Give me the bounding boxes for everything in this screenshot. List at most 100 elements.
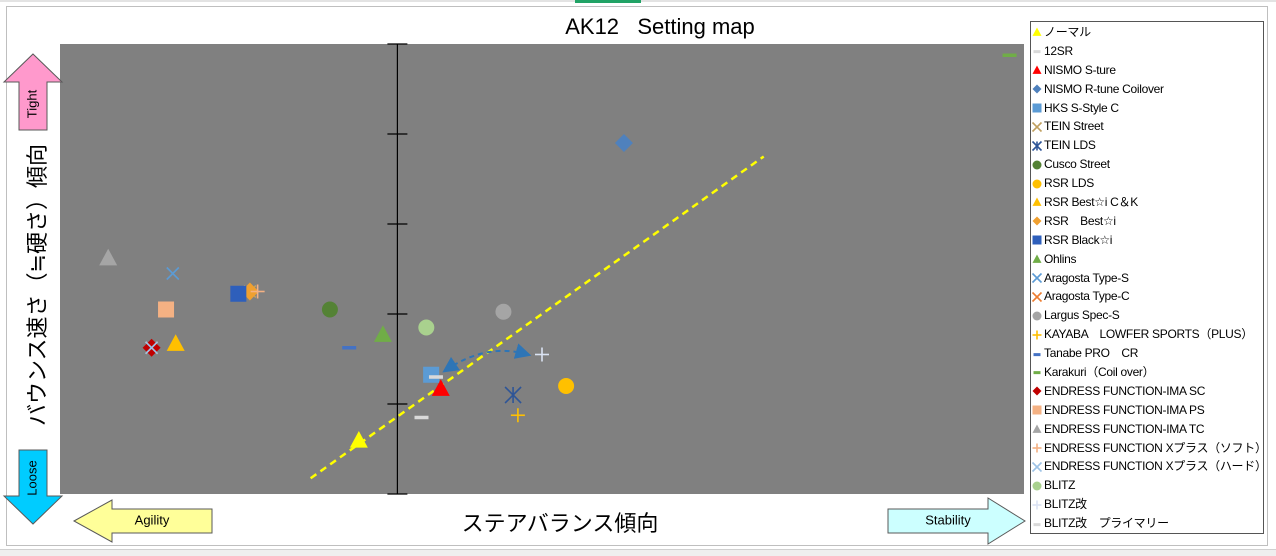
legend-marker [1031, 121, 1043, 132]
legend-marker [1032, 160, 1042, 170]
data-point[interactable] [504, 386, 522, 404]
legend-item[interactable]: ENDRESS FUNCTION-IMA PS [1031, 401, 1263, 420]
data-point[interactable] [166, 334, 185, 351]
legend-item[interactable]: BLITZ改 [1031, 495, 1263, 514]
data-point[interactable] [428, 375, 443, 379]
legend-label: Tanabe PRO CR [1044, 346, 1139, 361]
legend-item[interactable]: RSR Best☆i [1031, 212, 1263, 231]
data-point[interactable] [431, 379, 450, 396]
legend-item[interactable]: Ohlins [1031, 250, 1263, 269]
data-point[interactable] [558, 378, 575, 394]
data-point[interactable] [250, 284, 265, 299]
legend-item[interactable]: TEIN Street [1031, 117, 1263, 136]
legend-item[interactable]: BLITZ改 プライマリー [1031, 514, 1263, 533]
trend-line [309, 155, 765, 480]
data-point[interactable] [1002, 53, 1017, 58]
legend-marker-shape [1031, 140, 1043, 151]
legend-label: KAYABA LOWFER SPORTS（PLUS） [1044, 327, 1253, 342]
y-axis-title-box: バウンス速さ（≒硬さ）傾向 [6, 130, 66, 440]
legend-item[interactable]: BLITZ [1031, 476, 1263, 495]
legend-item[interactable]: ENDRESS FUNCTION-IMA TC [1031, 420, 1263, 439]
legend-marker-shape [1032, 330, 1042, 340]
data-point[interactable] [418, 319, 435, 336]
legend-item[interactable]: Aragosta Type-S [1031, 269, 1263, 288]
legend-label: BLITZ改 プライマリー [1044, 516, 1169, 531]
legend-marker-shape [1031, 272, 1043, 284]
data-point[interactable] [414, 415, 429, 420]
legend-marker [1032, 405, 1042, 415]
legend-item[interactable]: NISMO S-ture [1031, 61, 1263, 80]
data-point[interactable] [535, 347, 549, 362]
legend-marker-shape [1032, 197, 1042, 207]
legend-item[interactable]: Tanabe PRO CR [1031, 344, 1263, 363]
legend-item[interactable]: ノーマル [1031, 23, 1263, 42]
agility-arrow [72, 499, 213, 543]
legend-item[interactable]: KAYABA LOWFER SPORTS（PLUS） [1031, 325, 1263, 344]
legend-item[interactable]: Karakuri（Coil over） [1031, 363, 1263, 382]
legend-item[interactable]: ENDRESS FUNCTION-IMA SC [1031, 382, 1263, 401]
legend-marker-shape [1032, 481, 1042, 491]
legend-marker [1032, 386, 1042, 396]
data-point[interactable] [349, 431, 368, 448]
legend-marker-shape-stroke [1031, 461, 1043, 472]
legend-marker [1033, 371, 1041, 375]
legend-item[interactable]: Largus Spec-S [1031, 306, 1263, 325]
legend-marker [1032, 197, 1042, 207]
legend-marker-shape [1031, 291, 1043, 302]
legend-label: RSR Black☆i [1044, 232, 1113, 247]
active-sheet-indicator [575, 0, 641, 3]
legend-label: Cusco Street [1044, 157, 1110, 172]
legend-item[interactable]: Cusco Street [1031, 155, 1263, 174]
loose-label: Loose [24, 460, 39, 495]
legend-label: ENDRESS FUNCTION Xプラス（ハード） [1044, 459, 1263, 474]
legend-label: 12SR [1044, 43, 1073, 58]
legend-marker [1032, 424, 1042, 433]
y-axis-title: バウンス速さ（≒硬さ）傾向 [25, 143, 50, 427]
data-point[interactable] [230, 285, 247, 302]
legend-marker-shape [1032, 103, 1042, 113]
data-point[interactable] [495, 303, 512, 320]
legend-label: RSR LDS [1044, 176, 1094, 191]
tight-label: Tight [24, 89, 39, 118]
data-point[interactable] [158, 301, 175, 318]
legend-label: RSR Best☆i [1044, 213, 1116, 228]
data-point-stroke [145, 341, 159, 355]
legend-item[interactable]: TEIN LDS [1031, 136, 1263, 155]
data-point[interactable] [423, 366, 440, 383]
data-point[interactable] [373, 325, 392, 342]
data-point[interactable] [614, 134, 633, 152]
legend-marker-shape [1032, 84, 1042, 94]
legend-item[interactable]: RSR Black☆i [1031, 231, 1263, 250]
data-point[interactable] [166, 266, 180, 281]
legend-item[interactable]: 12SR [1031, 42, 1263, 61]
legend-marker [1031, 140, 1043, 151]
data-point[interactable] [321, 301, 338, 318]
legend[interactable]: ノーマル 12SR NISMO S-ture NISMO R-tune Coilove… [1030, 21, 1264, 534]
legend-marker [1032, 27, 1042, 37]
chart-title: AK12 Setting map [565, 14, 755, 39]
legend-label: RSR Best☆i C＆K [1044, 195, 1138, 210]
data-point[interactable] [342, 346, 357, 350]
legend-marker [1033, 522, 1041, 526]
legend-label: Aragosta Type-C [1044, 289, 1130, 304]
data-point[interactable] [99, 248, 118, 266]
legend-item[interactable]: HKS S-Style C [1031, 99, 1263, 118]
legend-item[interactable]: RSR Best☆i C＆K [1031, 193, 1263, 212]
data-point[interactable] [145, 341, 159, 355]
legend-marker-shape [1032, 254, 1042, 263]
legend-item[interactable]: ENDRESS FUNCTION Xプラス（ハード） [1031, 457, 1263, 476]
legend-item[interactable]: NISMO R-tune Coilover [1031, 80, 1263, 99]
legend-marker-shape [1032, 179, 1042, 189]
legend-marker-shape [1033, 371, 1041, 375]
plot-area[interactable] [60, 44, 1024, 494]
legend-marker-shape-stroke [1031, 291, 1043, 302]
data-point[interactable] [510, 408, 525, 423]
legend-item[interactable]: RSR LDS [1031, 174, 1263, 193]
legend-marker [1032, 179, 1042, 189]
legend-marker [1032, 311, 1042, 321]
legend-marker-shape [1032, 500, 1042, 510]
legend-item[interactable]: ENDRESS FUNCTION Xプラス（ソフト） [1031, 439, 1263, 458]
legend-marker-shape [1032, 65, 1042, 75]
legend-item[interactable]: Aragosta Type-C [1031, 287, 1263, 306]
